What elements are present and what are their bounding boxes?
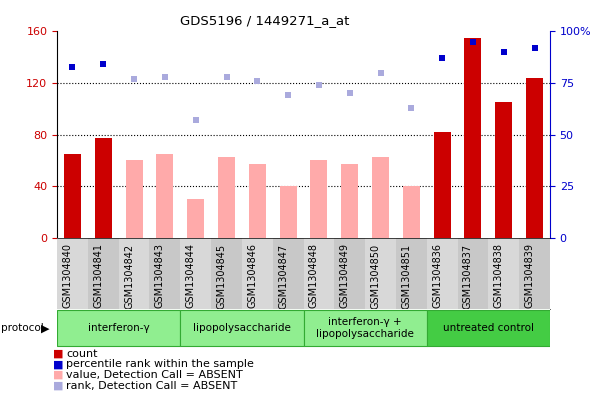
Point — [529, 45, 539, 51]
Bar — [218, 156, 235, 238]
Text: GSM1304851: GSM1304851 — [401, 243, 411, 309]
Bar — [242, 238, 273, 309]
Bar — [304, 238, 334, 309]
Text: percentile rank within the sample: percentile rank within the sample — [66, 359, 254, 369]
Text: GSM1304838: GSM1304838 — [493, 243, 504, 309]
Point — [99, 61, 108, 68]
Point — [252, 78, 262, 84]
Text: value, Detection Call = ABSENT: value, Detection Call = ABSENT — [66, 370, 243, 380]
Bar — [495, 102, 512, 238]
Text: ■: ■ — [53, 370, 63, 380]
Bar — [273, 238, 304, 309]
Bar — [457, 238, 489, 309]
Point — [314, 82, 324, 88]
Bar — [334, 238, 365, 309]
Bar — [211, 238, 242, 309]
Text: rank, Detection Call = ABSENT: rank, Detection Call = ABSENT — [66, 380, 237, 391]
Text: interferon-γ: interferon-γ — [88, 323, 150, 333]
Text: GSM1304844: GSM1304844 — [186, 243, 196, 309]
Bar — [64, 154, 81, 238]
Bar — [279, 186, 296, 238]
Bar — [95, 138, 112, 238]
Point — [222, 73, 231, 80]
Bar — [156, 154, 173, 238]
Text: GSM1304843: GSM1304843 — [155, 243, 165, 309]
Text: ■: ■ — [53, 359, 63, 369]
Text: count: count — [66, 349, 97, 359]
Bar — [427, 238, 457, 309]
Point — [283, 92, 293, 99]
Text: GSM1304841: GSM1304841 — [93, 243, 103, 309]
Point — [468, 39, 478, 45]
Bar — [489, 238, 519, 309]
Bar — [519, 238, 550, 309]
Point — [345, 90, 355, 96]
Text: GSM1304848: GSM1304848 — [309, 243, 319, 309]
Bar — [57, 238, 88, 309]
Bar — [304, 310, 427, 346]
Bar — [434, 132, 451, 238]
Bar — [403, 186, 419, 238]
Point — [376, 70, 385, 76]
Text: GSM1304845: GSM1304845 — [216, 243, 227, 309]
Text: GDS5196 / 1449271_a_at: GDS5196 / 1449271_a_at — [180, 14, 349, 27]
Bar — [465, 38, 481, 238]
Point — [499, 49, 508, 55]
Bar — [180, 238, 211, 309]
Text: GSM1304836: GSM1304836 — [432, 243, 442, 309]
Bar — [427, 310, 550, 346]
Bar — [126, 160, 142, 238]
Text: lipopolysaccharide: lipopolysaccharide — [193, 323, 291, 333]
Text: GSM1304837: GSM1304837 — [463, 243, 473, 309]
Bar — [119, 238, 150, 309]
Text: GSM1304846: GSM1304846 — [247, 243, 257, 309]
Bar — [180, 310, 304, 346]
Text: GSM1304840: GSM1304840 — [63, 243, 73, 309]
Text: GSM1304842: GSM1304842 — [124, 243, 134, 309]
Text: GSM1304847: GSM1304847 — [278, 243, 288, 309]
Text: GSM1304849: GSM1304849 — [340, 243, 350, 309]
Point — [129, 76, 139, 82]
Point — [406, 105, 416, 111]
Bar — [396, 238, 427, 309]
Text: ■: ■ — [53, 349, 63, 359]
Text: GSM1304850: GSM1304850 — [370, 243, 380, 309]
Bar — [88, 238, 119, 309]
Point — [160, 73, 169, 80]
Bar — [57, 310, 180, 346]
Point — [68, 63, 78, 70]
Point — [438, 55, 447, 61]
Point — [191, 117, 201, 123]
Bar — [249, 164, 266, 238]
Text: untreated control: untreated control — [443, 323, 534, 333]
Bar — [311, 160, 328, 238]
Text: interferon-γ +
lipopolysaccharide: interferon-γ + lipopolysaccharide — [316, 318, 414, 339]
Text: ■: ■ — [53, 380, 63, 391]
Bar — [150, 238, 180, 309]
Text: GSM1304839: GSM1304839 — [525, 243, 534, 309]
Text: protocol: protocol — [1, 323, 43, 333]
Bar — [526, 78, 543, 238]
Text: ▶: ▶ — [41, 323, 49, 333]
Bar — [341, 164, 358, 238]
Bar — [188, 199, 204, 238]
Bar — [372, 156, 389, 238]
Bar — [365, 238, 396, 309]
